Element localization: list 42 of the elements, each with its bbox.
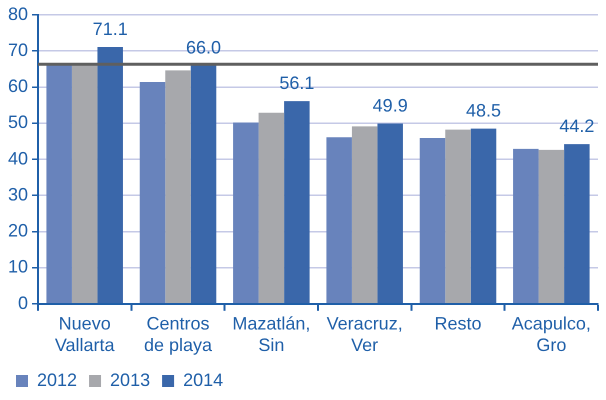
x-tick-label: Resto [434, 314, 482, 334]
y-tick-label: 60 [8, 76, 28, 96]
x-tick-label: Veracruz, Ver [326, 314, 403, 356]
bar [513, 148, 539, 304]
bar [46, 65, 72, 304]
y-tick-label: 0 [18, 292, 28, 313]
bar [326, 137, 352, 304]
y-tick-label: 50 [8, 112, 28, 132]
bar [140, 82, 166, 304]
y-tick-label: 20 [8, 220, 28, 241]
bar [564, 144, 590, 304]
bar [420, 138, 446, 304]
bar [72, 65, 98, 304]
y-tick-label: 30 [8, 184, 28, 204]
bar [445, 130, 471, 304]
y-tick-label: 70 [8, 40, 28, 60]
bar [190, 65, 216, 304]
data-label: 44.2 [559, 116, 594, 136]
data-label: 71.1 [92, 18, 128, 39]
y-tick-label: 80 [8, 4, 28, 24]
y-tick-label: 40 [8, 148, 28, 168]
data-label: 48.5 [466, 100, 502, 121]
legend-label: 2013 [110, 370, 150, 390]
data-label: 49.9 [372, 96, 408, 116]
data-label: 56.1 [279, 73, 314, 94]
y-tick-label: 10 [8, 256, 28, 277]
bar [165, 70, 191, 304]
bar [352, 126, 378, 304]
data-label: 66.0 [186, 37, 222, 58]
x-tick-label: Centros de playa [144, 314, 214, 356]
bar [470, 128, 496, 304]
bar [258, 112, 284, 304]
bar [233, 122, 259, 304]
bar [538, 150, 564, 304]
x-tick-label: Nuevo Vallarta [54, 314, 116, 356]
x-tick-label: Mazatlán, Sin [232, 314, 310, 356]
x-tick-label: Acapulco, Gro [512, 314, 591, 356]
legend-label: 2012 [37, 370, 78, 390]
legend-label: 2014 [183, 370, 224, 390]
bar [377, 124, 403, 304]
bar [97, 46, 123, 304]
bar [284, 101, 310, 304]
